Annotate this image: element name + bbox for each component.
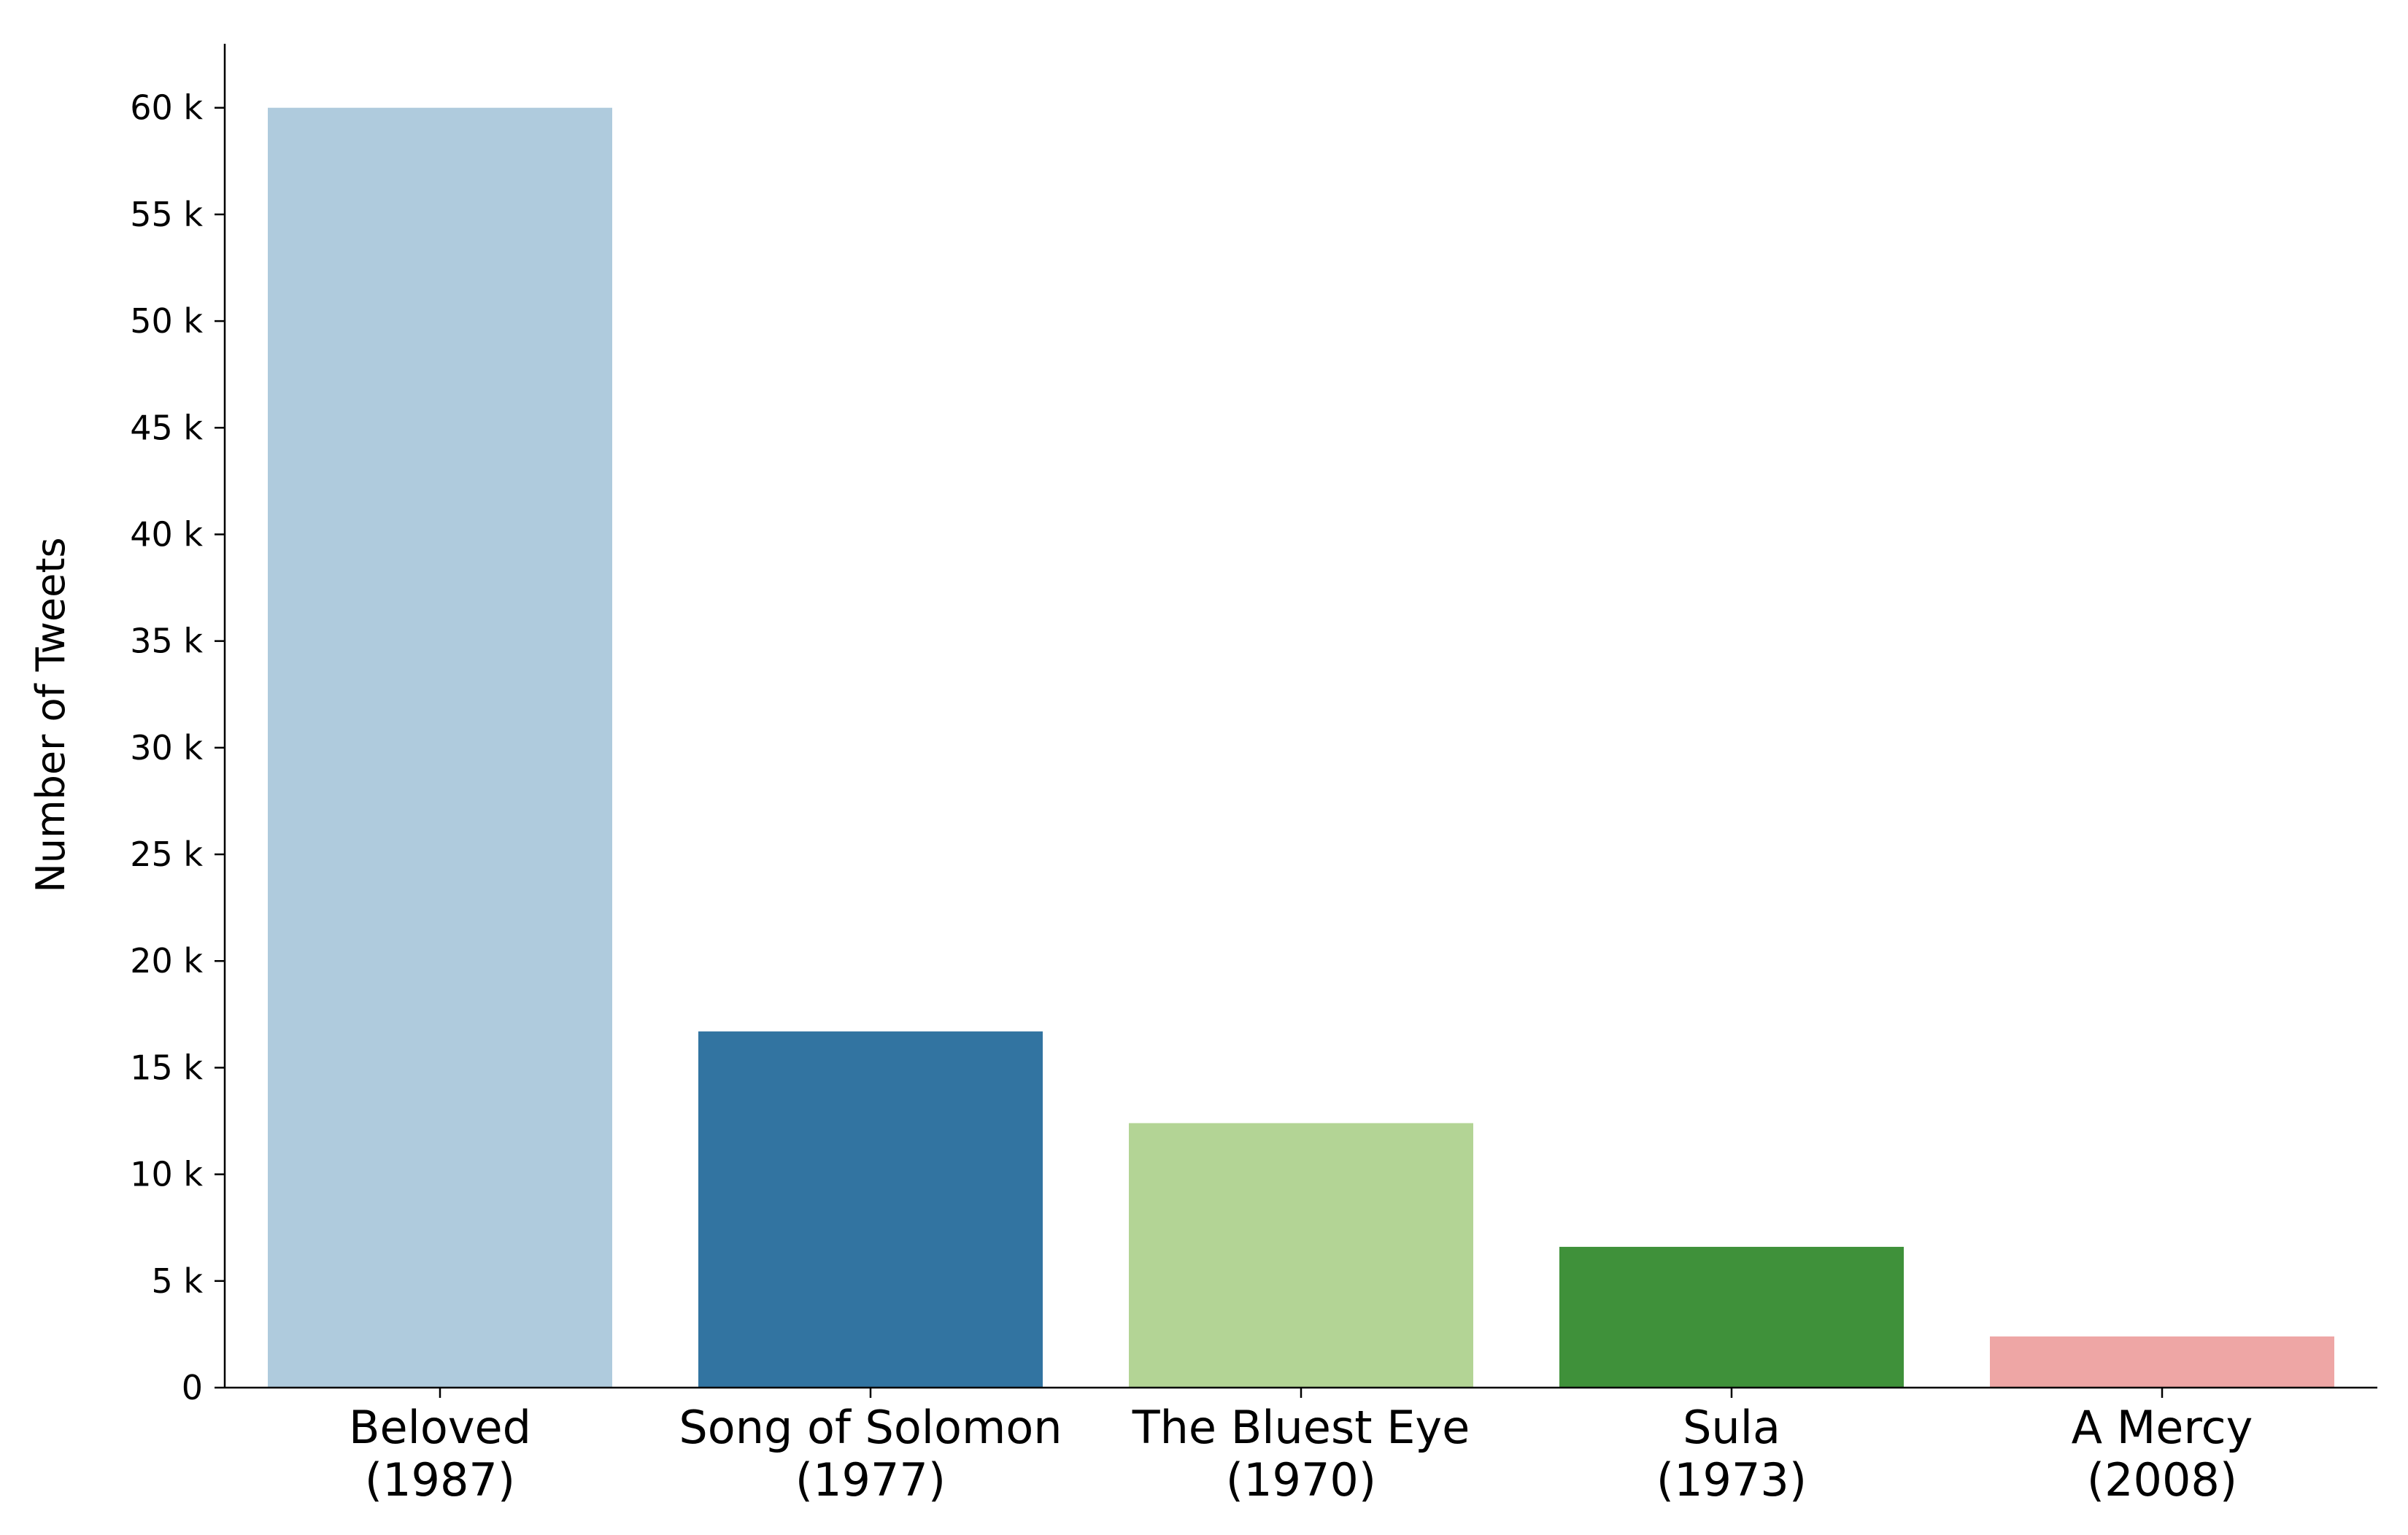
x-ticks: Beloved(1987) Song of Solomon(1977) The Bl… [349, 1388, 2253, 1507]
y-tick-label-7: 35 k [130, 622, 203, 661]
y-tick-label-1: 5 k [151, 1261, 203, 1301]
x-tick-label-4-line-0: A Mercy [2072, 1401, 2253, 1454]
x-tick-label-3-line-1: (1973) [1656, 1453, 1807, 1507]
x-tick-label-2-line-1: (1970) [1226, 1453, 1376, 1507]
y-tick-label-2: 10 k [130, 1155, 203, 1194]
x-tick-label-1-line-0: Song of Solomon [679, 1401, 1062, 1454]
y-tick-label-3: 15 k [130, 1048, 203, 1087]
bar-1 [698, 1031, 1043, 1388]
bar-2 [1129, 1123, 1473, 1388]
y-tick-label-10: 50 k [130, 301, 203, 341]
x-tick-label-4-line-1: (2008) [2087, 1453, 2237, 1507]
y-tick-label-6: 30 k [130, 728, 203, 768]
y-ticks: 0 5 k 10 k 15 k 20 k 25 k 30 k 35 k 40 k 45 k 50 k… [130, 88, 225, 1407]
bar-3 [1559, 1247, 1904, 1388]
y-tick-label-5: 25 k [130, 835, 203, 874]
y-axis-label: Number of Tweets [28, 537, 74, 892]
x-tick-label-0-line-1: (1987) [365, 1453, 515, 1507]
bar-4 [1990, 1336, 2334, 1388]
y-tick-label-8: 40 k [130, 514, 203, 554]
bars-layer [268, 107, 2334, 1388]
x-tick-label-2-line-0: The Bluest Eye [1132, 1401, 1470, 1454]
y-tick-label-11: 55 k [130, 195, 203, 234]
x-tick-label-3-line-0: Sula [1683, 1401, 1780, 1454]
x-tick-label-0-line-0: Beloved [349, 1401, 531, 1454]
y-tick-label-0: 0 [182, 1368, 203, 1407]
y-tick-label-9: 45 k [130, 408, 203, 447]
y-tick-label-12: 60 k [130, 88, 203, 128]
x-tick-label-1-line-1: (1977) [795, 1453, 946, 1507]
y-tick-label-4: 20 k [130, 941, 203, 981]
bar-0 [268, 107, 612, 1388]
